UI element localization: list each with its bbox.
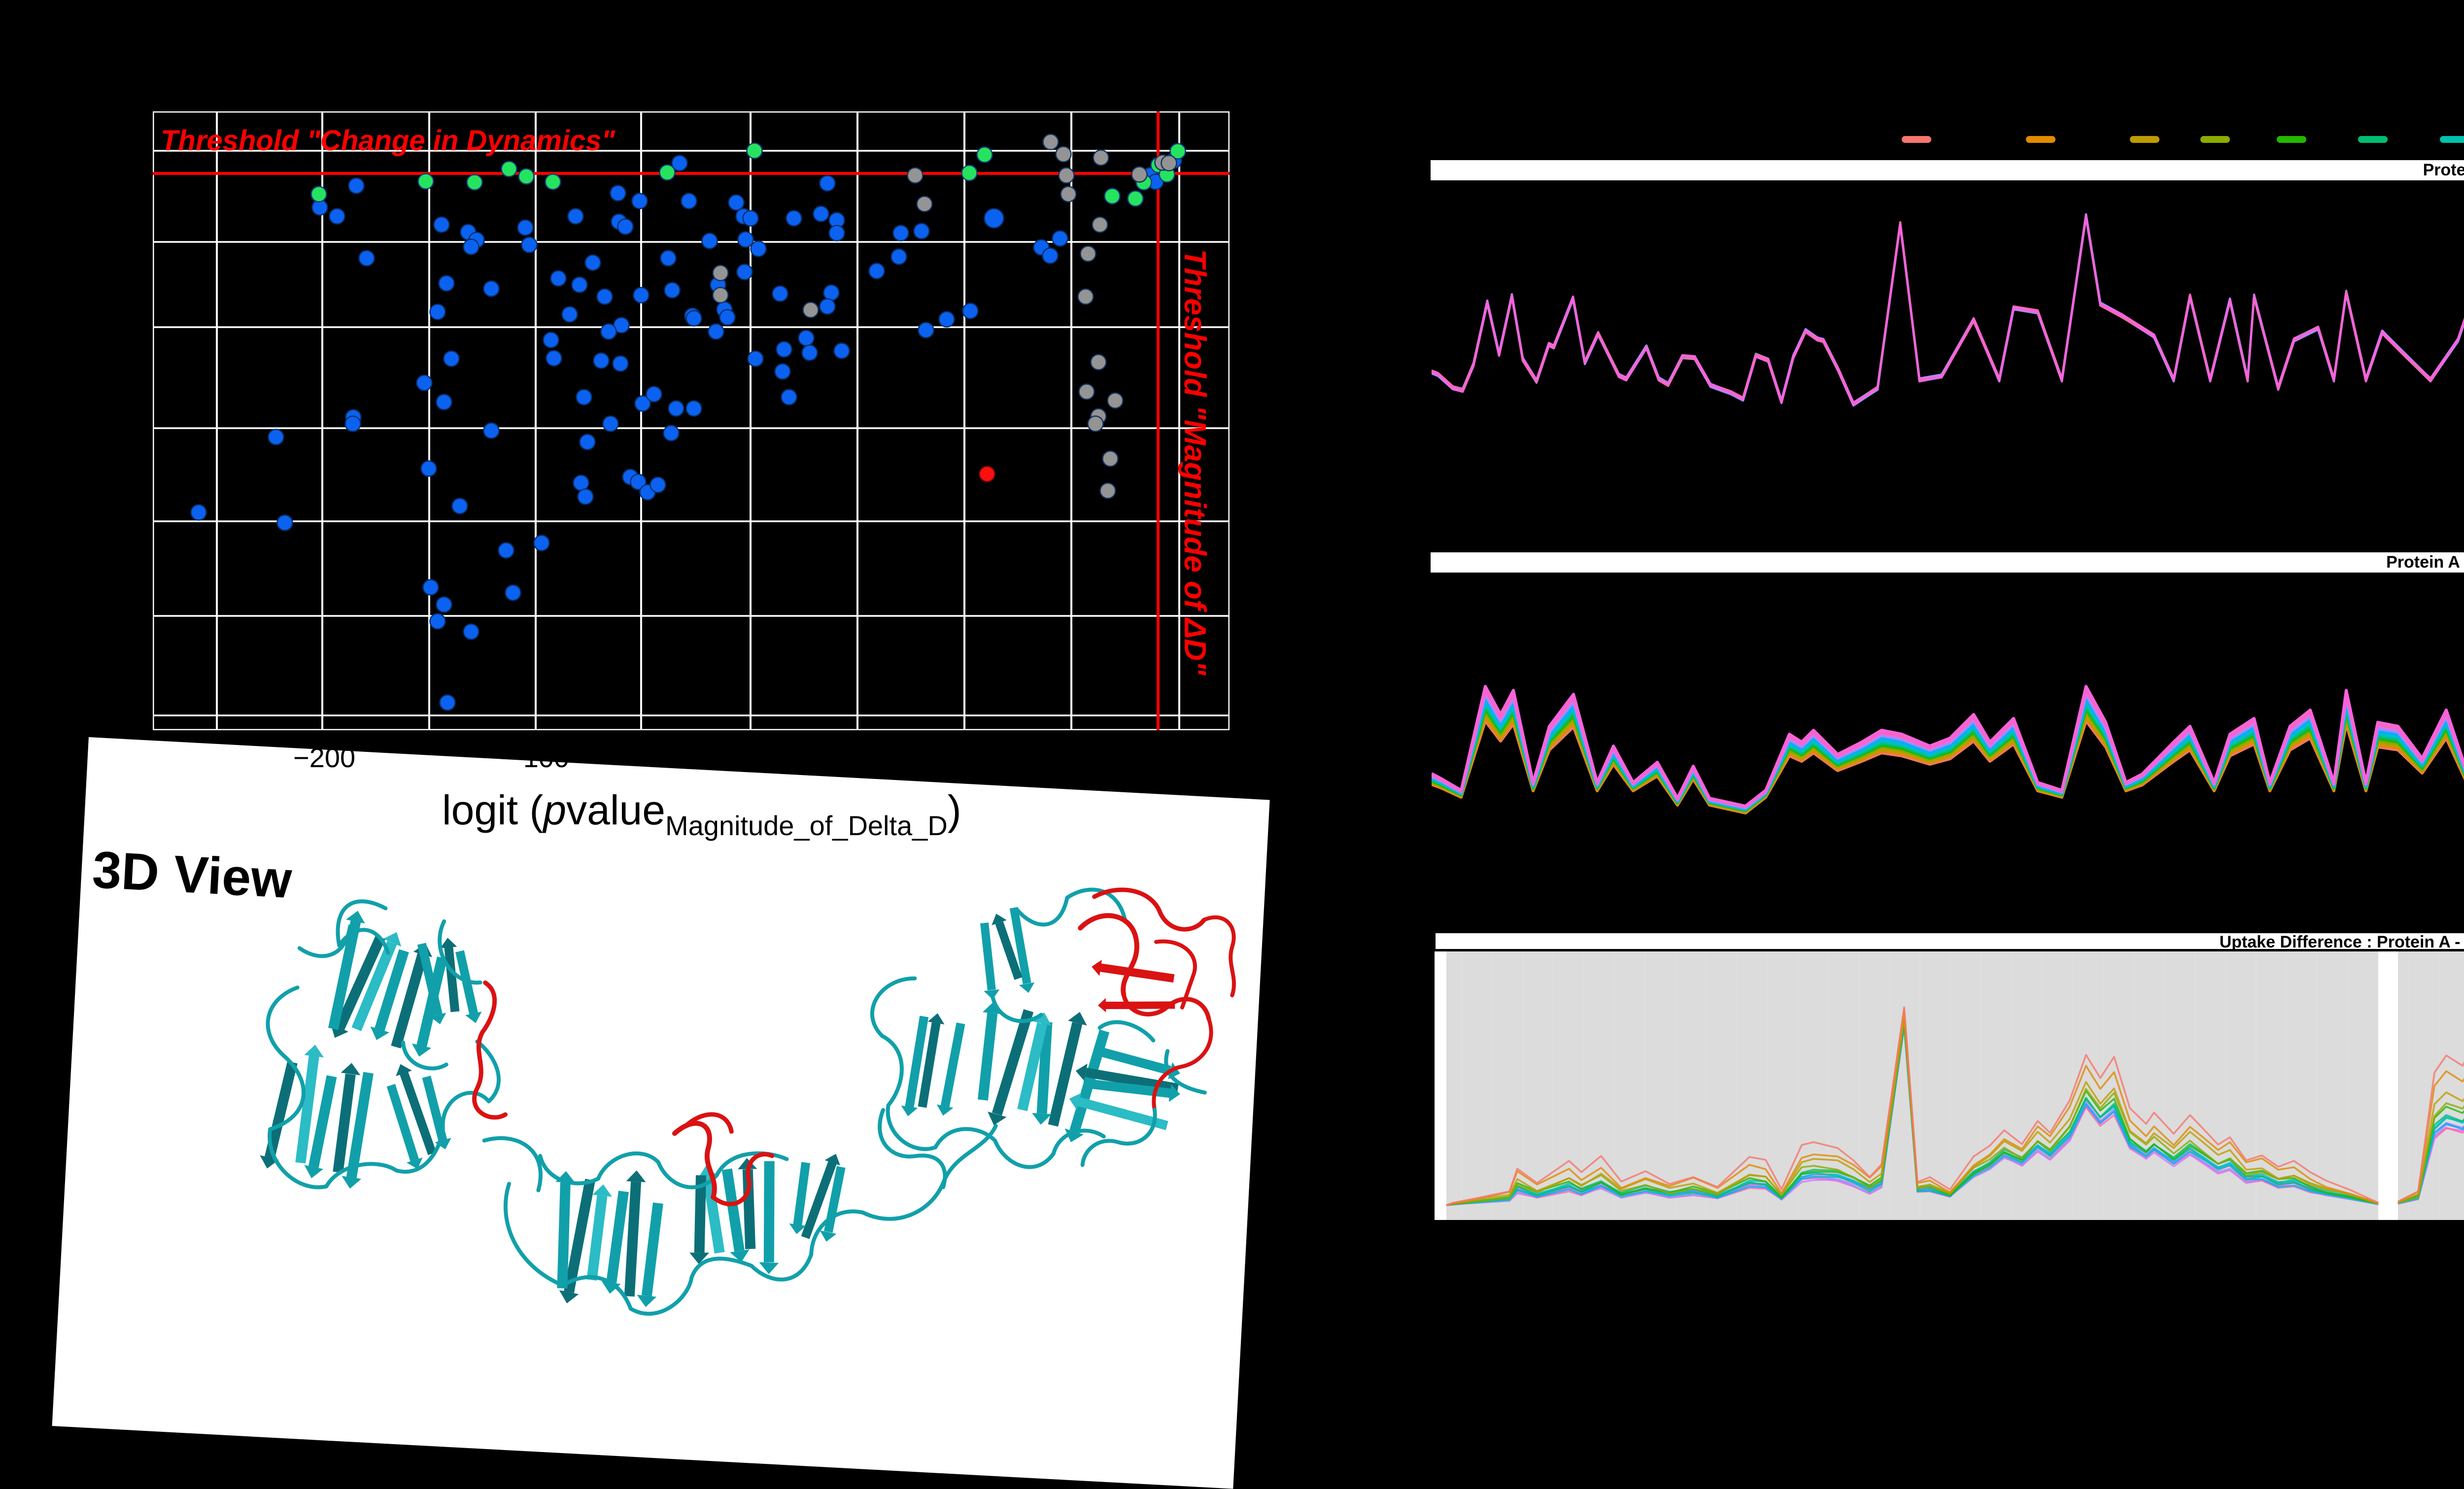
svg-text:Threshold "Magnitude of ΔD": Threshold "Magnitude of ΔD" [1178,249,1212,676]
svg-text:Threshold "Change in Dynamics": Threshold "Change in Dynamics" [161,125,616,157]
